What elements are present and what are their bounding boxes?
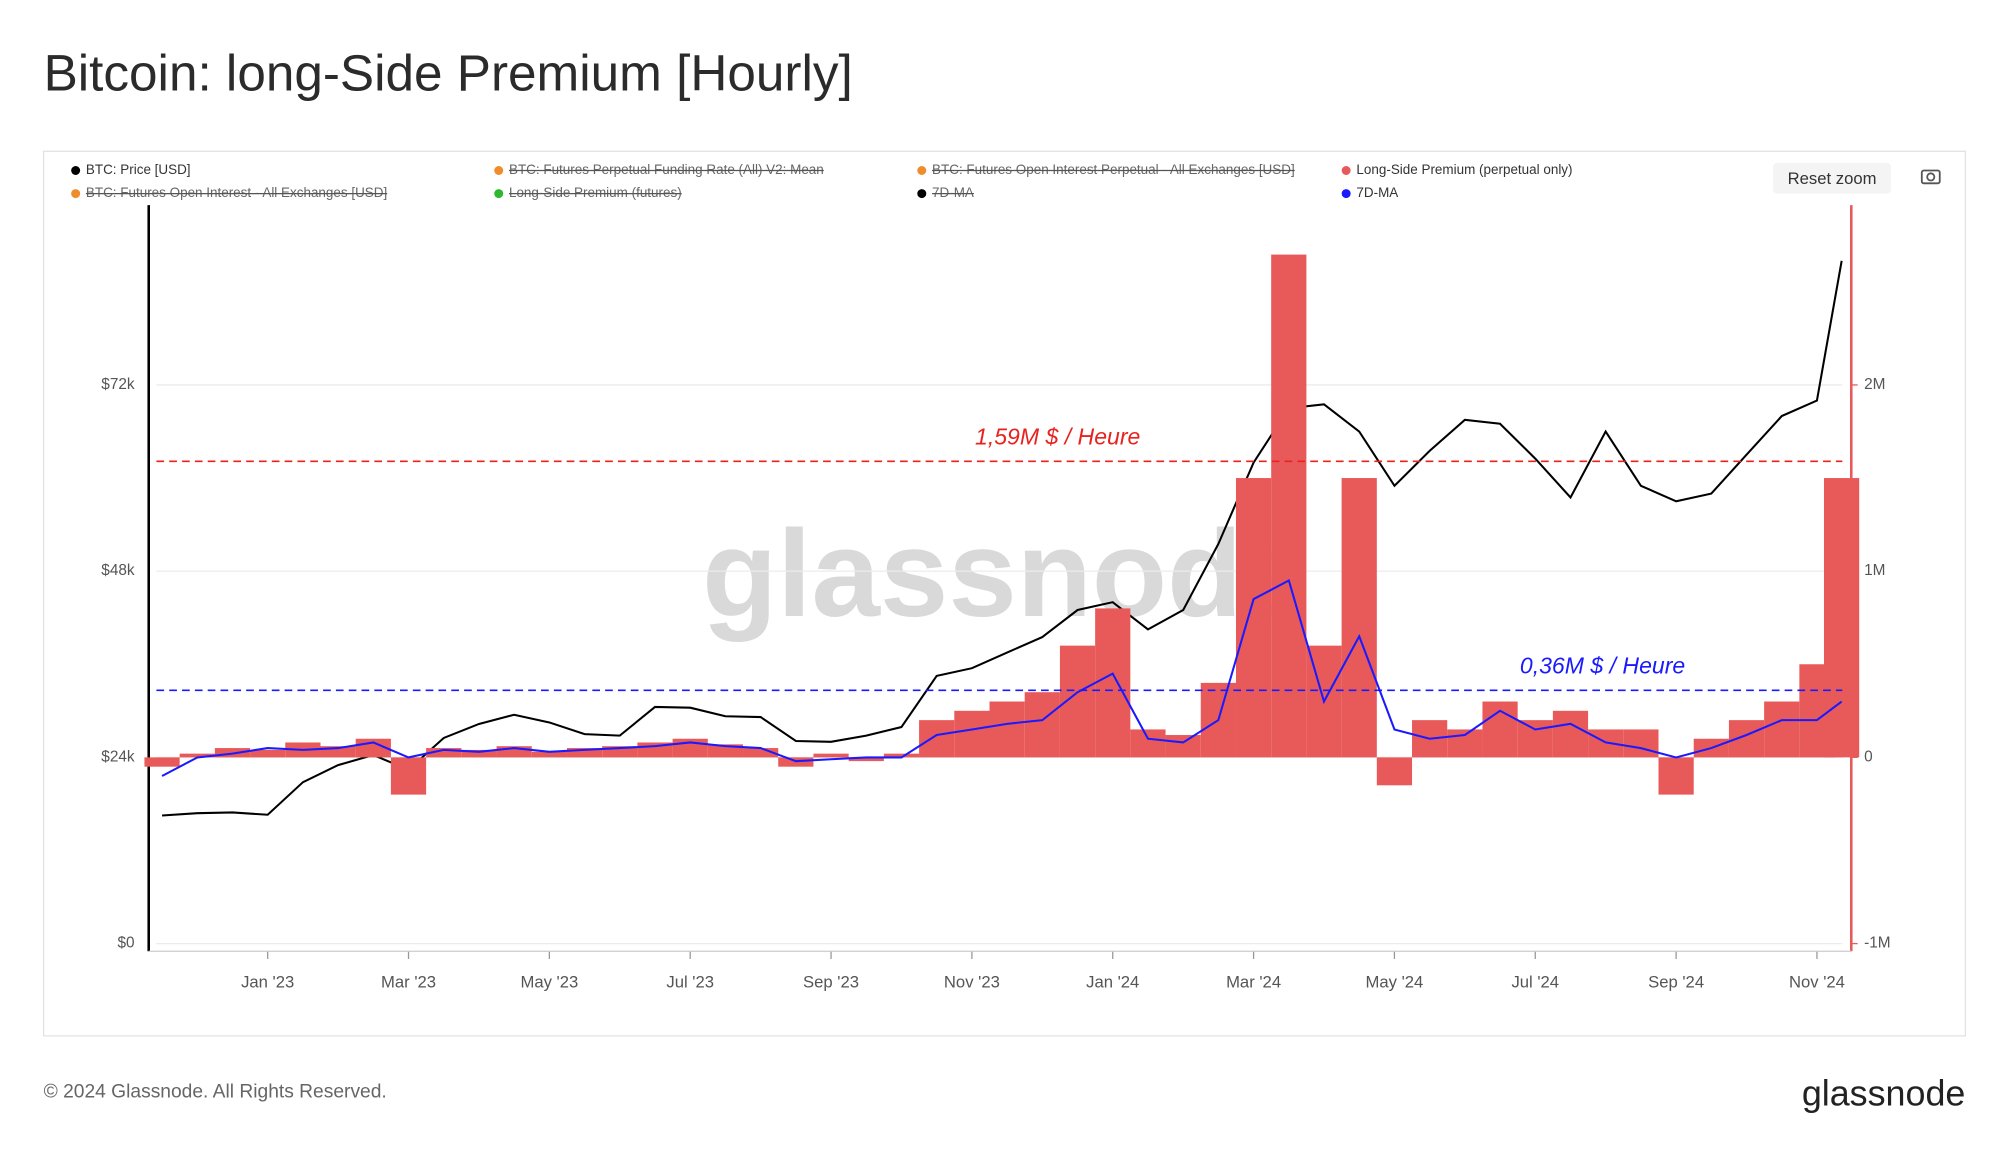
legend-label[interactable]: BTC: Futures Open Interest - All Exchang…: [86, 185, 387, 200]
x-tick-label: Sep '23: [803, 973, 859, 992]
premium-bar: [179, 753, 215, 758]
button-label[interactable]: Reset zoom: [1788, 169, 1877, 188]
premium-bar: [1341, 478, 1377, 758]
legend-item[interactable]: 7D-MA: [1341, 185, 1399, 200]
legend-item[interactable]: 7D-MA: [917, 185, 974, 200]
button-bg[interactable]: [1773, 162, 1892, 194]
premium-bar: [1095, 608, 1131, 758]
premium-bar: [250, 749, 286, 758]
y-tick-label: $0: [118, 935, 135, 952]
premium-bar: [743, 748, 779, 758]
reference-label: 1,59M $ / Heure: [975, 423, 1140, 449]
x-tick-label: May '23: [520, 973, 578, 992]
legend-dot[interactable]: [494, 189, 504, 199]
legend-label[interactable]: BTC: Futures Perpetual Funding Rate (All…: [509, 162, 824, 177]
premium-bar: [883, 753, 920, 758]
legend-item[interactable]: Long-Side Premium (futures): [494, 185, 682, 200]
x-tick-label: Nov '23: [944, 973, 1000, 992]
x-tick-label: May '24: [1366, 973, 1424, 992]
premium-bar: [1376, 757, 1413, 786]
legend-label[interactable]: BTC: Futures Open Interest Perpetual - A…: [932, 162, 1295, 177]
camera-icon[interactable]: [1920, 169, 1941, 185]
premium-bar: [1552, 710, 1589, 758]
premium-bar: [954, 710, 990, 758]
premium-bar: [144, 757, 180, 767]
footer: © 2024 Glassnode. All Rights Reserved.: [44, 1081, 387, 1102]
y-tick-label: $24k: [101, 748, 135, 765]
legend-dot[interactable]: [917, 166, 927, 175]
legend-dot[interactable]: [1341, 166, 1351, 175]
premium-bar: [919, 720, 955, 758]
brand: glassnode: [1802, 1074, 1966, 1114]
premium-bar: [1623, 729, 1659, 758]
legend-dot[interactable]: [917, 189, 927, 199]
premium-bar: [566, 748, 603, 758]
premium-bar: [1517, 720, 1553, 758]
legend-label[interactable]: BTC: Price [USD]: [86, 162, 191, 177]
reset-zoom-button[interactable]: Reset zoom: [1773, 162, 1892, 194]
y2-tick-label: 1M: [1864, 562, 1885, 579]
premium-bar: [426, 748, 462, 758]
premium-bar: [531, 751, 567, 758]
x-tick-label: Mar '24: [1226, 973, 1281, 992]
legend-label[interactable]: 7D-MA: [932, 185, 974, 200]
x-tick-label: Jul '23: [666, 973, 714, 992]
y-tick-label: $48k: [101, 562, 135, 579]
premium-bar: [1764, 701, 1800, 758]
legend-item[interactable]: BTC: Futures Open Interest Perpetual - A…: [917, 162, 1295, 177]
page-title: Bitcoin: long-Side Premium [Hourly]: [44, 44, 853, 101]
legend-item[interactable]: Long-Side Premium (perpetual only): [1341, 162, 1573, 177]
legend-dot[interactable]: [71, 166, 81, 175]
premium-bar: [1130, 729, 1166, 758]
legend-item[interactable]: BTC: Futures Open Interest - All Exchang…: [71, 185, 387, 200]
legend-label[interactable]: Long-Side Premium (futures): [509, 185, 682, 200]
x-tick-label: Sep '24: [1648, 973, 1704, 992]
legend-dot[interactable]: [71, 189, 81, 199]
legend-label[interactable]: Long-Side Premium (perpetual only): [1356, 162, 1572, 177]
x-tick-label: Jan '24: [1086, 973, 1139, 992]
x-tick-label: Jul '24: [1511, 973, 1559, 992]
y2-tick-label: -1M: [1864, 935, 1890, 952]
y2-tick-label: 0: [1864, 748, 1873, 765]
series-line: [161, 579, 1843, 777]
premium-bar: [390, 757, 427, 795]
camera-lens[interactable]: [1926, 172, 1936, 182]
premium-bar: [1165, 735, 1201, 758]
series-line: [161, 260, 1843, 817]
legend-dot[interactable]: [494, 166, 504, 175]
premium-bar: [1024, 692, 1060, 758]
premium-bar: [461, 749, 497, 758]
watermark: glassnode: [702, 506, 1311, 643]
premium-bar: [989, 701, 1025, 758]
chart-frame: [42, 150, 1967, 1037]
premium-bar: [602, 746, 638, 758]
premium-bar: [1271, 254, 1307, 758]
y2-tick-label: 2M: [1864, 376, 1885, 393]
premium-bar: [1658, 757, 1694, 795]
reference-label: 0,36M $ / Heure: [1520, 652, 1685, 678]
premium-bar: [848, 757, 884, 762]
premium-bar: [813, 753, 849, 758]
legend-item[interactable]: BTC: Futures Perpetual Funding Rate (All…: [494, 162, 824, 177]
x-tick-label: Jan '23: [241, 973, 294, 992]
x-tick-label: Nov '24: [1789, 973, 1845, 992]
premium-bar: [1447, 729, 1483, 758]
legend-dot[interactable]: [1341, 189, 1351, 199]
legend-item[interactable]: BTC: Price [USD]: [71, 162, 191, 177]
premium-bar: [1823, 478, 1860, 758]
premium-bar: [496, 746, 532, 758]
x-tick-label: Mar '23: [381, 973, 436, 992]
premium-bar: [320, 746, 356, 758]
premium-bar: [1235, 478, 1272, 758]
camera-body[interactable]: [1920, 169, 1941, 185]
legend-label[interactable]: 7D-MA: [1356, 185, 1398, 200]
y-tick-label: $72k: [101, 376, 135, 393]
